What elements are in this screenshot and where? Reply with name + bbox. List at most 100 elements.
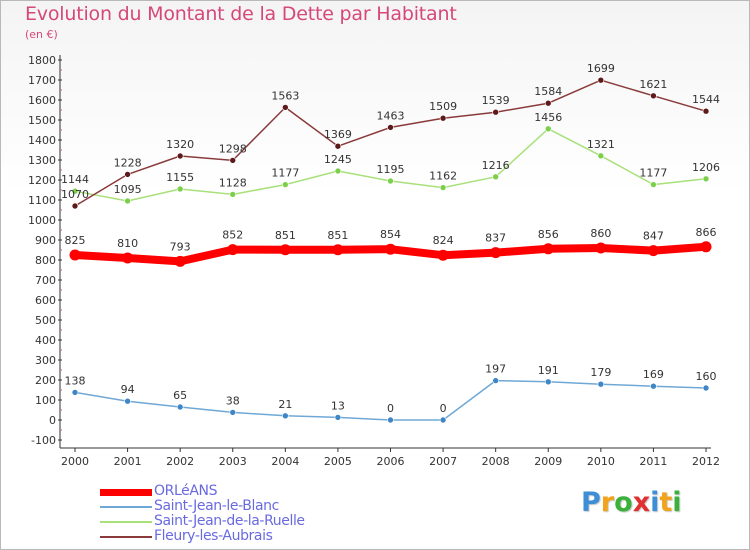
data-label: 1584 [534, 85, 562, 98]
data-point [387, 124, 394, 131]
x-tick-label: 2010 [587, 455, 615, 468]
data-point [437, 249, 449, 261]
data-label: 1298 [219, 142, 247, 155]
y-tick-label: 1100 [28, 194, 56, 207]
logo-letter: i [672, 487, 682, 518]
data-point [124, 197, 131, 205]
chart-title: Evolution du Montant de la Dette par Hab… [25, 3, 457, 25]
data-point [334, 414, 342, 421]
y-tick-label: 200 [35, 374, 56, 387]
data-point [124, 171, 131, 178]
data-label: 1320 [166, 138, 194, 151]
legend-swatch [100, 521, 152, 523]
legend-label: Saint-Jean-de-la-Ruelle [154, 513, 305, 529]
data-label: 138 [65, 374, 86, 387]
legend-label: Saint-Jean-le-Blanc [154, 498, 279, 514]
y-tick-label: 1200 [28, 174, 56, 187]
data-label: 65 [173, 389, 187, 402]
data-label: 1621 [639, 78, 667, 91]
y-tick-label: 500 [35, 314, 56, 327]
data-point [595, 242, 607, 254]
data-label: 0 [387, 402, 394, 415]
data-point [702, 107, 710, 115]
data-label: 169 [643, 368, 664, 381]
data-point [387, 177, 394, 185]
data-point [176, 152, 184, 160]
data-point [647, 245, 659, 257]
legend-swatch [100, 536, 152, 538]
data-point [71, 202, 79, 210]
x-tick-label: 2001 [114, 455, 142, 468]
data-label: 847 [643, 230, 664, 243]
y-tick-label: 100 [35, 394, 56, 407]
data-point [650, 181, 657, 188]
data-point [492, 108, 499, 116]
data-label: 851 [327, 229, 348, 242]
data-label: 860 [590, 227, 611, 240]
data-point [492, 173, 499, 181]
data-label: 852 [222, 229, 243, 242]
data-point [650, 92, 657, 100]
y-tick-label: 900 [35, 234, 56, 247]
data-label: 1463 [377, 109, 405, 122]
data-label: 1245 [324, 153, 352, 166]
data-label: 1216 [482, 159, 510, 172]
data-point [332, 244, 344, 256]
chart-subtitle: (en €) [25, 28, 58, 41]
logo-letter: i [650, 487, 660, 518]
data-label: 854 [380, 228, 401, 241]
y-tick-label: 300 [35, 354, 56, 367]
legend-label: ORLéANS [154, 483, 218, 499]
data-label: 825 [65, 234, 86, 247]
data-label: 21 [278, 398, 292, 411]
data-point [439, 184, 447, 191]
data-point [229, 409, 237, 416]
data-point [124, 397, 131, 405]
data-point [387, 416, 394, 424]
data-point [282, 104, 289, 111]
data-label: 810 [117, 237, 138, 250]
series-points [69, 76, 712, 424]
data-label: 1228 [114, 156, 142, 169]
y-tick-label: 1600 [28, 94, 56, 107]
data-label: 856 [538, 228, 559, 241]
data-point [176, 403, 184, 411]
y-tick-label: -100 [31, 434, 56, 447]
logo-letter: x [632, 487, 651, 518]
x-tick-label: 2011 [639, 455, 667, 468]
data-point [490, 247, 502, 259]
data-label: 1699 [587, 62, 615, 75]
data-point [650, 382, 657, 390]
data-point [334, 167, 342, 175]
data-labels: 138 94 65 38 21 13 0 0 197 191 179 169 160 1144 1095 11… [61, 62, 720, 415]
y-tick-label: 1400 [28, 134, 56, 147]
data-point [174, 255, 186, 267]
data-point [71, 389, 79, 396]
x-tick-label: 2012 [692, 455, 720, 468]
data-label: 1321 [587, 138, 615, 151]
data-point [439, 416, 447, 424]
y-tick-label: 1800 [28, 54, 56, 67]
data-point [702, 175, 710, 183]
legend-swatch [100, 506, 152, 508]
data-point [597, 76, 605, 84]
data-point [279, 244, 291, 256]
data-label: 179 [590, 366, 611, 379]
data-point [334, 142, 342, 150]
data-point [544, 99, 552, 107]
logo-letter: t [659, 487, 673, 518]
data-point [227, 244, 239, 256]
data-point [542, 243, 554, 255]
legend-label: Fleury-les-Aubrais [154, 528, 273, 544]
data-label: 1070 [61, 188, 89, 201]
y-tick-label: 700 [35, 274, 56, 287]
data-point [439, 114, 447, 122]
y-tick-label: 0 [49, 414, 56, 427]
y-tick-label: 600 [35, 294, 56, 307]
x-tick-label: 2009 [534, 455, 562, 468]
data-label: 851 [275, 229, 296, 242]
x-tick-label: 2003 [219, 455, 247, 468]
data-point [122, 252, 134, 264]
